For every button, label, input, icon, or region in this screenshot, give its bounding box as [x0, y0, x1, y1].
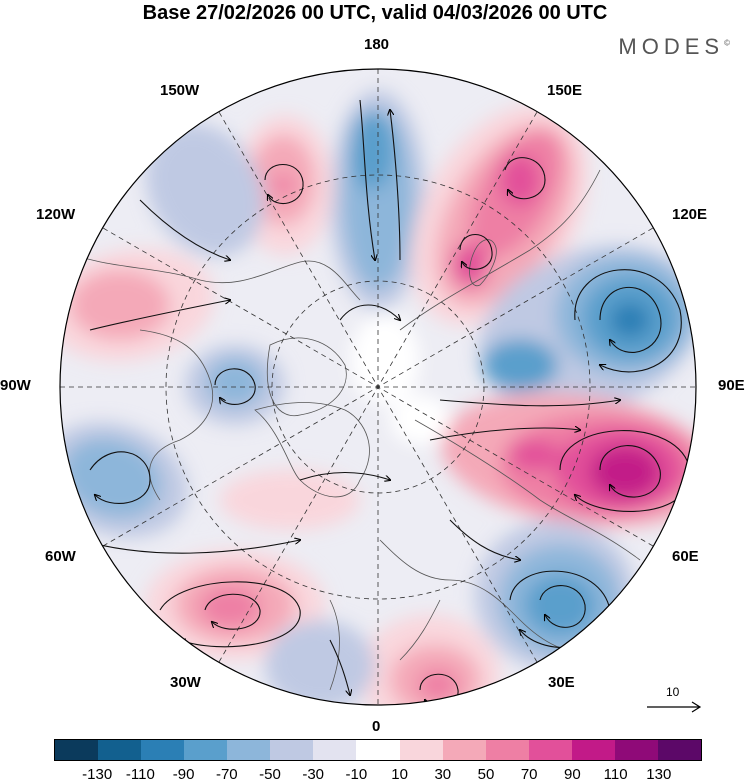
colorbar-tick-label: -30 [302, 766, 325, 783]
colorbar-tick-label: 90 [564, 766, 581, 783]
reference-vector-label: 10 [666, 685, 680, 699]
label-180: 180 [364, 36, 390, 53]
modes-logo: MODES© [618, 34, 730, 60]
colorbar-swatch [356, 740, 400, 760]
meridian-60e-120w [102, 227, 654, 547]
colorbar-swatch [270, 740, 314, 760]
streamline [439, 400, 620, 407]
label-120e: 120E [672, 206, 708, 223]
streamline [429, 428, 580, 441]
streamline [599, 286, 662, 353]
streamline [459, 234, 493, 270]
label-90e: 90E [718, 377, 745, 394]
colorbar-swatch [98, 740, 142, 760]
streamline [390, 110, 401, 261]
streamline [339, 304, 400, 320]
streamline [299, 471, 390, 481]
colorbar-swatch [399, 740, 443, 760]
polar-map [59, 68, 702, 713]
colorbar-tick-label: -110 [125, 766, 155, 783]
streamline [329, 639, 350, 695]
streamline [159, 581, 301, 648]
coastline-greenland [254, 402, 370, 498]
colorbar-tick-label: -70 [215, 766, 238, 783]
streamline [89, 300, 230, 331]
colorbar-swatch [442, 740, 486, 760]
colorbar-swatch [528, 740, 572, 760]
colorbar-tick-label: 30 [434, 766, 452, 783]
anomaly-east-siberia-blue [330, 90, 426, 310]
colorbar-tick-label: -130 [82, 766, 113, 783]
colorbar-tick-label: -90 [172, 766, 195, 783]
label-150e: 150E [547, 82, 583, 99]
reference-vector-arrow [647, 701, 702, 713]
streamline [359, 99, 375, 260]
anomaly-east-atlantic-pink [145, 550, 325, 660]
anomaly-atlantic-blue-small [265, 620, 375, 705]
streamline [599, 445, 661, 498]
colorbar-swatch [313, 740, 357, 760]
streamline [504, 157, 546, 200]
colorbar-swatch [571, 740, 615, 760]
label-30e: 30E [548, 674, 575, 691]
map-disc [60, 69, 696, 705]
coastline-japan [469, 239, 497, 287]
colorbar-swatch [485, 740, 529, 760]
colorbar-swatch [184, 740, 228, 760]
streamline [139, 199, 230, 260]
streamline [204, 593, 261, 630]
streamline [539, 585, 586, 628]
colorbar-swatch [227, 740, 271, 760]
streamline [419, 673, 459, 705]
anomaly-north-america-pink [60, 248, 215, 362]
colorbar-tick-label: -50 [259, 766, 281, 783]
latitude-circle-40n [165, 174, 591, 600]
coastline-eurasia [329, 169, 641, 691]
logo-mark: © [724, 38, 730, 48]
label-60e: 60E [672, 548, 699, 565]
colorbar-swatch [614, 740, 658, 760]
colorbar [54, 739, 702, 761]
anomaly-polar-neutral [220, 315, 450, 530]
colorbar-swatch [141, 740, 185, 760]
streamline [574, 269, 682, 373]
label-90w: 90W [0, 377, 31, 394]
colorbar-swatch [657, 740, 701, 760]
label-0: 0 [372, 718, 381, 735]
colorbar-tick-label: 70 [520, 766, 538, 783]
anomaly-mongolia-blue [478, 245, 696, 415]
colorbar-tick-label: -10 [345, 766, 368, 783]
streamline [264, 164, 304, 204]
map-border [59, 68, 697, 706]
anomaly-north-atlantic-pink [360, 615, 500, 705]
label-150w: 150W [160, 82, 200, 99]
colorbar-tick-label: 110 [603, 766, 628, 783]
label-120w: 120W [36, 206, 76, 223]
reference-vector: 10 [646, 685, 702, 715]
anomaly-canada-blue [185, 345, 285, 425]
map-title: Base 27/02/2026 00 UTC, valid 04/03/2026… [142, 2, 608, 24]
colorbar-tick-label: 10 [391, 766, 408, 783]
anomaly-alaska-blue [145, 123, 265, 257]
label-30w: 30W [170, 674, 201, 691]
graticule [60, 69, 696, 705]
streamline [89, 451, 151, 504]
colorbar-tick-label: 130 [646, 766, 672, 783]
streamline [79, 540, 300, 554]
colorbar-tick-label: 50 [477, 766, 495, 783]
wind-streamlines [79, 99, 691, 705]
colorbar-swatch [55, 740, 99, 760]
label-60w: 60W [45, 548, 76, 565]
logo-text: MODES [618, 34, 725, 59]
streamline [449, 519, 520, 560]
streamline [214, 368, 256, 405]
colorbar-ticks: -130 -110 -90 -70 -50 -30 -10 10 30 50 70 90 110 130 [54, 766, 702, 783]
